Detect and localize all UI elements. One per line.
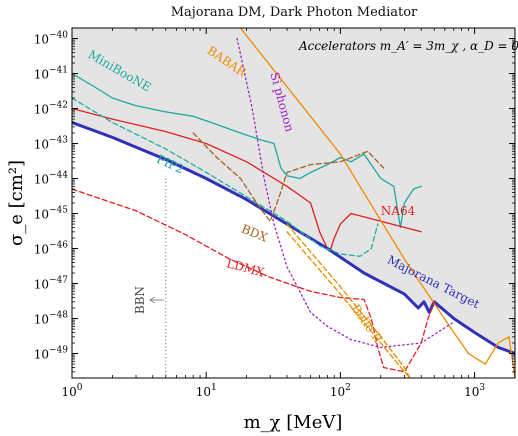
y-tick-label: 10−48 <box>34 311 69 327</box>
x-tick-label: 101 <box>196 383 217 399</box>
y-tick-label: 10−41 <box>34 66 68 82</box>
x-tick-label: 103 <box>464 383 485 399</box>
series-bdx <box>192 132 385 222</box>
x-tick-label: 100 <box>61 383 82 399</box>
y-tick-label: 10−49 <box>34 346 69 362</box>
tick-layer: 10−40 10−41 10−42 10−43 10−44 10−45 10−46 10−47… <box>34 27 516 399</box>
y-tick-label: 10−40 <box>34 31 69 47</box>
series-na64 <box>72 107 422 250</box>
series-babar <box>239 28 515 378</box>
series-majorana-target <box>72 121 515 355</box>
chart-title: Majorana DM, Dark Photon Mediator <box>171 5 418 20</box>
series-belle-ii <box>286 223 411 378</box>
series-ldmx <box>72 188 435 373</box>
y-tick-label: 10−44 <box>34 171 69 187</box>
y-tick-label: 10−42 <box>34 101 68 117</box>
curve-label-na64: NA64 <box>381 204 416 218</box>
series-unlabeled-8 <box>286 231 411 378</box>
bbn-layer: BBN <box>133 178 167 378</box>
series-layer <box>72 28 515 378</box>
bbn-label: BBN <box>133 286 147 314</box>
series-miniboone <box>72 72 422 229</box>
x-tick-label: 102 <box>330 383 351 399</box>
series-si-phonon <box>236 37 455 349</box>
bbn-arrow-head <box>149 296 156 304</box>
y-tick-label: 10−47 <box>34 276 69 292</box>
annotation: Accelerators m_A′ = 3m_χ , α_D = 0.5 <box>298 39 518 53</box>
y-tick-label: 10−43 <box>34 136 69 152</box>
y-axis-label: σ_e [cm²] <box>6 160 27 246</box>
x-axis-label: m_χ [MeV] <box>244 412 343 433</box>
series-pip2 <box>72 97 379 257</box>
y-tick-label: 10−45 <box>34 206 69 222</box>
y-tick-label: 10−46 <box>34 241 69 257</box>
